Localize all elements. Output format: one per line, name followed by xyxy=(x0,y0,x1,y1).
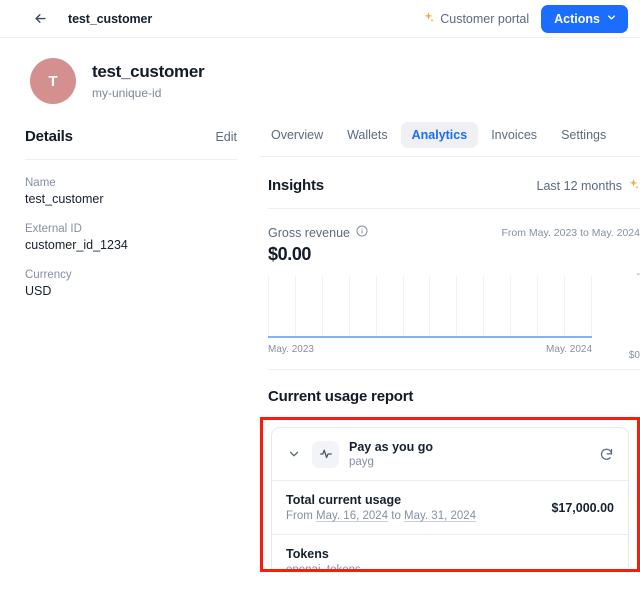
usage-row-title: Tokens xyxy=(286,547,329,561)
customer-identity: test_customer my-unique-id xyxy=(92,62,205,100)
details-title: Details xyxy=(25,128,73,145)
customer-portal-link[interactable]: Customer portal xyxy=(422,11,529,27)
back-arrow-icon[interactable] xyxy=(30,9,50,29)
tab-wallets[interactable]: Wallets xyxy=(347,128,388,142)
body-layout: Details Edit Name test_customer External… xyxy=(0,122,640,572)
detail-label: Currency xyxy=(25,269,72,281)
chart-gridline xyxy=(483,276,485,338)
chart-x-tick-end: May. 2024 xyxy=(546,344,592,355)
chevron-down-icon[interactable] xyxy=(286,446,302,462)
usage-row-text: Tokens openai_tokens xyxy=(286,547,361,572)
chevron-down-icon xyxy=(606,12,617,26)
tab-bar: Overview Wallets Analytics Invoices Sett… xyxy=(260,122,640,156)
chart-gridline xyxy=(294,276,296,338)
actions-button[interactable]: Actions xyxy=(541,4,628,33)
chart-gridline xyxy=(348,276,350,338)
chart-y-tick-top: - xyxy=(636,269,640,280)
chart-gridline xyxy=(563,276,565,338)
usage-plan-name: Pay as you go xyxy=(349,440,434,454)
insights-title: Insights xyxy=(268,177,324,194)
actions-button-label: Actions xyxy=(554,11,600,26)
sparkle-icon xyxy=(627,178,640,194)
usage-period-from: May. 16, 2024 xyxy=(316,510,389,522)
chart-plot-area xyxy=(268,276,592,338)
gross-revenue-value: $0.00 xyxy=(268,244,312,264)
usage-plan-code: payg xyxy=(349,456,374,468)
usage-row-amount: $17,000.00 xyxy=(551,500,614,515)
tab-overview[interactable]: Overview xyxy=(271,128,324,142)
top-bar-actions: Customer portal Actions xyxy=(422,4,628,33)
details-divider xyxy=(25,159,237,160)
chart-gridline xyxy=(537,276,539,338)
usage-plan-identity: Pay as you go payg xyxy=(349,440,433,468)
top-bar: test_customer Customer portal Actions xyxy=(0,0,640,38)
main-content: Overview Wallets Analytics Invoices Sett… xyxy=(254,122,640,572)
usage-period-to: May. 31, 2024 xyxy=(404,510,477,522)
details-panel: Details Edit Name test_customer External… xyxy=(25,122,254,572)
insights-header: Insights Last 12 months xyxy=(260,157,640,194)
gross-revenue-row: Gross revenue From May. 2023 to May. 202… xyxy=(260,209,640,240)
usage-row-total: Total current usage From May. 16, 2024 t… xyxy=(272,480,628,534)
detail-field-name: Name test_customer xyxy=(25,177,254,206)
chart-gridline xyxy=(375,276,377,338)
chart-gridline xyxy=(268,276,269,338)
usage-period-middle: to xyxy=(388,510,405,522)
tab-analytics[interactable]: Analytics xyxy=(400,122,479,148)
chart-gridline xyxy=(590,276,592,338)
detail-value: USD xyxy=(25,284,52,298)
gross-revenue-label-group: Gross revenue xyxy=(268,225,368,240)
page-title: test_customer xyxy=(68,11,153,26)
chart-y-tick-zero: $0 xyxy=(628,350,640,361)
detail-field-currency: Currency USD xyxy=(25,269,254,298)
info-icon[interactable] xyxy=(356,225,368,240)
chart-series-line xyxy=(268,336,592,338)
gross-revenue-range: From May. 2023 to May. 2024 xyxy=(501,227,640,239)
edit-details-link[interactable]: Edit xyxy=(215,130,237,144)
chart-gridline xyxy=(321,276,323,338)
gross-revenue-chart: - $0 May. 2023 May. 2024 xyxy=(260,265,640,361)
detail-label: External ID xyxy=(25,223,82,235)
usage-row-tokens: Tokens openai_tokens xyxy=(272,534,628,572)
period-label: Last 12 months xyxy=(536,178,622,193)
gross-revenue-label: Gross revenue xyxy=(268,225,350,240)
usage-report-highlight: Pay as you go payg Total current usage F… xyxy=(260,417,640,572)
usage-row-period: From May. 16, 2024 to May. 31, 2024 xyxy=(286,510,476,522)
chart-gridlines xyxy=(268,276,592,338)
chart-gridline xyxy=(402,276,404,338)
chart-divider xyxy=(268,369,640,370)
usage-plan-header: Pay as you go payg xyxy=(272,428,628,480)
chart-gridline xyxy=(456,276,458,338)
insights-divider xyxy=(268,208,640,209)
customer-name: test_customer xyxy=(92,62,205,81)
customer-header: T test_customer my-unique-id xyxy=(0,38,640,122)
activity-pulse-icon xyxy=(312,440,339,468)
chart-x-axis: May. 2023 May. 2024 xyxy=(268,344,592,355)
detail-label: Name xyxy=(25,177,56,189)
usage-period-prefix: From xyxy=(286,510,317,522)
customer-external-id: my-unique-id xyxy=(92,86,162,100)
chart-gridline xyxy=(510,276,512,338)
detail-field-external-id: External ID customer_id_1234 xyxy=(25,223,254,252)
detail-value: customer_id_1234 xyxy=(25,238,128,252)
tab-bar-divider xyxy=(260,156,640,157)
sparkle-icon xyxy=(422,11,435,27)
period-selector[interactable]: Last 12 months xyxy=(537,178,640,194)
refresh-icon[interactable] xyxy=(599,447,614,462)
chart-gridline xyxy=(429,276,431,338)
usage-row-text: Total current usage From May. 16, 2024 t… xyxy=(286,493,476,522)
customer-portal-label: Customer portal xyxy=(440,11,530,26)
usage-report-title: Current usage report xyxy=(268,388,414,405)
detail-value: test_customer xyxy=(25,192,104,206)
avatar: T xyxy=(30,58,76,104)
usage-row-code: openai_tokens xyxy=(286,564,361,572)
chart-x-tick-start: May. 2023 xyxy=(268,344,314,355)
usage-row-title: Total current usage xyxy=(286,493,402,507)
details-header: Details Edit xyxy=(25,128,254,145)
tab-invoices[interactable]: Invoices xyxy=(491,128,538,142)
tab-settings[interactable]: Settings xyxy=(561,128,607,142)
usage-report-card: Pay as you go payg Total current usage F… xyxy=(271,427,629,572)
